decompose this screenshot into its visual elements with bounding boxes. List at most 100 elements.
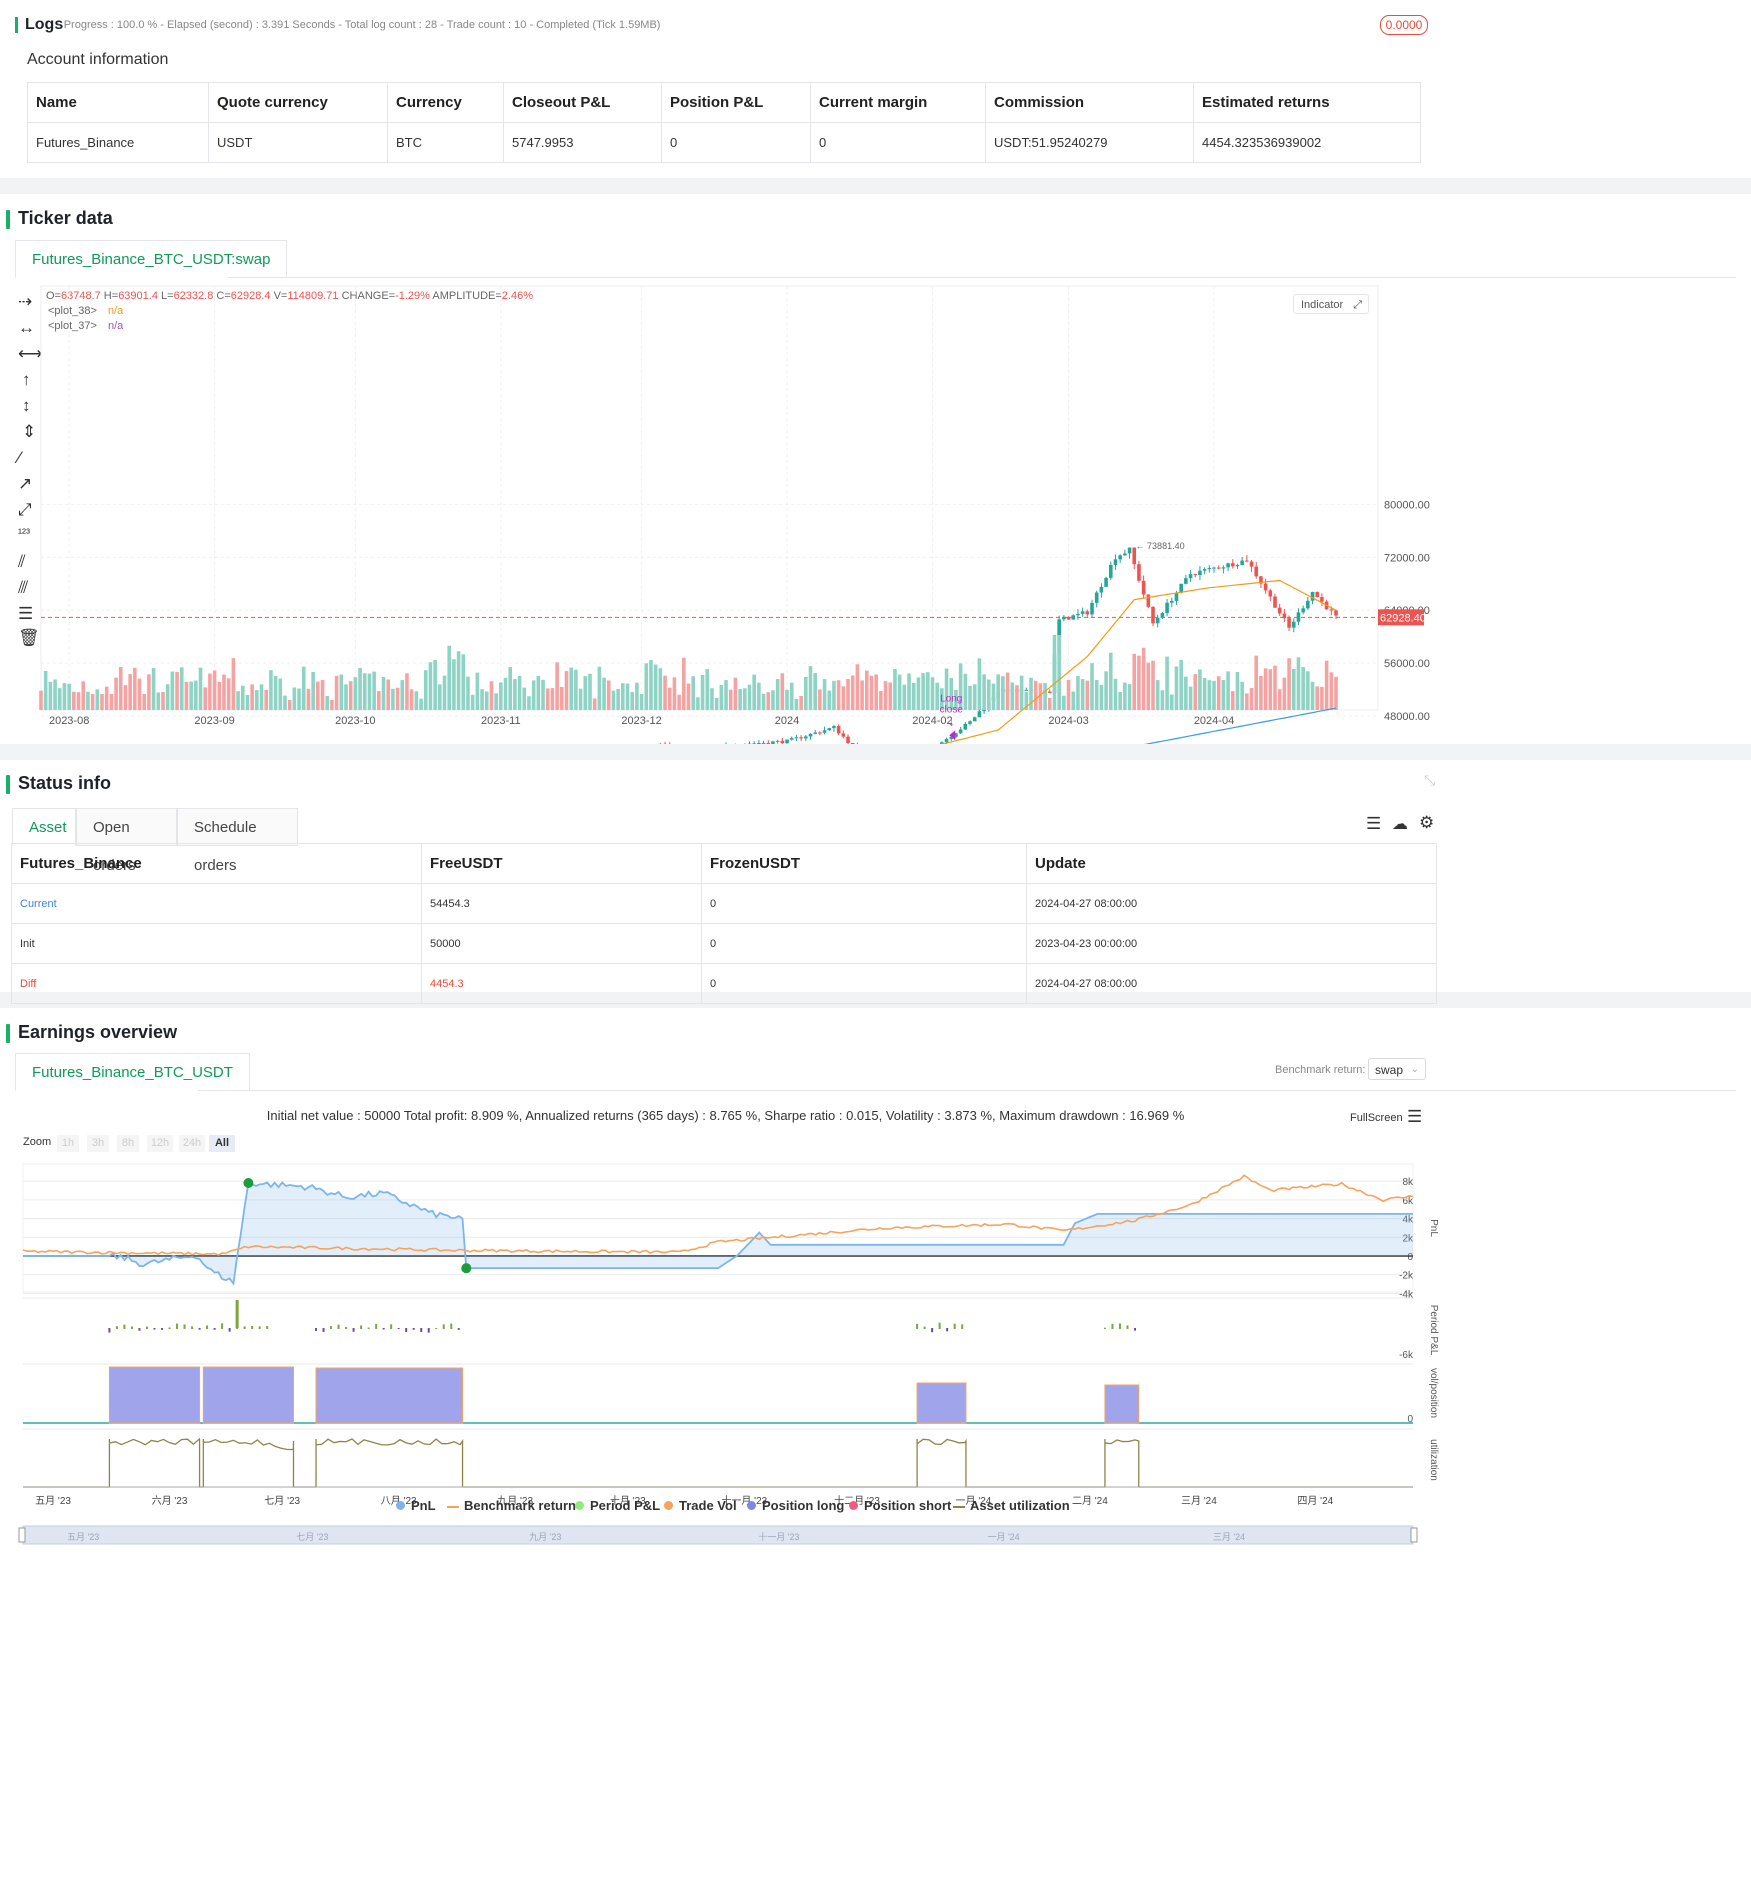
candle-body <box>982 708 986 712</box>
cloud-download-icon[interactable]: ☁ <box>1392 816 1408 833</box>
legend-label: Asset utilization <box>970 1498 1070 1513</box>
legend-trade-vol[interactable]: Trade Vol <box>664 1498 737 1513</box>
ma-short-line <box>940 579 1337 744</box>
volume-bar <box>250 684 254 710</box>
legend-position-short[interactable]: Position short <box>849 1498 951 1513</box>
volume-bar <box>203 687 208 710</box>
volume-bar <box>1062 695 1066 710</box>
volume-bar <box>297 688 301 710</box>
legend-pnl[interactable]: PnL <box>396 1498 436 1513</box>
parallel-channel-icon[interactable]: ⫽ <box>18 552 26 571</box>
lines-icon[interactable]: ☰ <box>18 604 34 623</box>
volume-bar <box>705 669 710 710</box>
volume-bar <box>644 663 649 710</box>
period-pnl-bar <box>360 1325 363 1329</box>
volume-bar <box>175 672 179 710</box>
volume-bar <box>386 679 391 710</box>
candle-body <box>789 738 794 740</box>
y-tick-label: -6k <box>1399 1350 1414 1361</box>
utilization-line <box>23 1437 1413 1488</box>
candle-body <box>1132 547 1137 565</box>
vertical-line-icon[interactable]: ↕ <box>22 396 31 415</box>
tab-asset[interactable]: Asset <box>12 808 76 846</box>
period-pnl-bar <box>228 1328 231 1332</box>
legend-asset-utilization[interactable]: Asset utilization <box>953 1498 1070 1513</box>
candle-body <box>794 737 799 739</box>
account-header: Currency <box>387 82 504 123</box>
extended-line-icon[interactable]: ⤢ <box>18 500 32 519</box>
volume-bar <box>212 670 217 710</box>
horizontal-segment-icon[interactable]: ⟷ <box>18 344 43 363</box>
vertical-segment-icon[interactable]: ⇕ <box>22 422 37 441</box>
candle-body <box>1329 609 1334 611</box>
fib-icon[interactable]: ⫻ <box>18 578 29 597</box>
status-cell: 0 <box>701 963 1027 1004</box>
volume-bar <box>81 681 86 710</box>
ohlc-key: CHANGE= <box>338 290 396 302</box>
volume-bar <box>377 691 381 710</box>
zoom-24h-button[interactable]: 24h <box>179 1135 205 1152</box>
plot37-label: <plot_37> <box>48 320 97 332</box>
horizontal-line-icon[interactable]: ↔ <box>18 318 35 337</box>
candle-body <box>1118 555 1122 560</box>
indicator-button[interactable]: Indicator ⤢ <box>1293 294 1369 314</box>
period-pnl-bar <box>243 1326 246 1329</box>
price-label-icon[interactable]: ¹²³ <box>18 526 30 540</box>
account-cell: 0 <box>661 122 811 163</box>
zoom-3h-button[interactable]: 3h <box>87 1135 109 1152</box>
vertical-ray-icon[interactable]: ↑ <box>22 370 31 389</box>
ray-line-icon[interactable]: ↗ <box>18 474 33 493</box>
volume-bar <box>1263 668 1268 710</box>
volume-bar <box>578 688 583 710</box>
period-pnl-bar <box>168 1327 171 1329</box>
volume-bar <box>592 698 597 710</box>
volume-bar <box>1193 674 1198 710</box>
volume-bar <box>879 690 883 710</box>
volume-bar <box>452 659 456 710</box>
gear-icon[interactable]: ⚙ <box>1419 813 1435 832</box>
legend-period-pnl[interactable]: Period P&L <box>575 1498 660 1513</box>
period-pnl-bar <box>961 1324 964 1329</box>
volume-bar <box>76 692 81 710</box>
volume-bar <box>100 694 104 710</box>
exit-marker <box>949 730 956 741</box>
volume-bar <box>301 666 306 710</box>
legend-position-long[interactable]: Position long <box>747 1498 844 1513</box>
volume-bar <box>128 674 132 710</box>
volume-bar <box>231 658 236 710</box>
volume-bar <box>606 680 611 710</box>
period-pnl-bar <box>1103 1327 1106 1329</box>
candle-body <box>1310 591 1315 601</box>
period-pnl-bar <box>397 1328 400 1330</box>
utilization-axis-title: utilization <box>1428 1439 1439 1481</box>
high-price-label: ← 73881.40 <box>1136 541 1185 551</box>
trend-line-icon[interactable]: ⁄ <box>18 448 21 467</box>
zoom-all-button[interactable]: All <box>209 1135 235 1152</box>
legend-line-icon <box>447 1505 459 1508</box>
volume-bar <box>1094 679 1099 710</box>
indicator-label: Indicator <box>1301 299 1344 311</box>
ohlc-value: 63748.7 <box>60 290 101 302</box>
horizontal-ray-icon[interactable]: ⇢ <box>18 292 33 311</box>
volume-bar <box>236 691 240 710</box>
fullscreen-button[interactable]: FullScreen <box>1350 1112 1403 1124</box>
tab-schedule-orders[interactable]: Schedule orders <box>177 808 298 874</box>
list-icon[interactable]: ☰ <box>1366 814 1382 833</box>
volume-bar <box>1118 691 1122 710</box>
volume-bar <box>114 677 118 710</box>
menu-icon[interactable]: ☰ <box>1407 1107 1423 1126</box>
legend-benchmark[interactable]: Benchmark return <box>447 1498 576 1513</box>
candle-body <box>1291 621 1296 628</box>
volume-bar <box>264 689 269 710</box>
tab-open-orders[interactable]: Open orders <box>76 808 177 874</box>
volume-bar <box>925 672 930 710</box>
zoom-12h-button[interactable]: 12h <box>147 1135 173 1152</box>
status-header: FreeUSDT <box>421 843 702 884</box>
tab-ticker-symbol[interactable]: Futures_Binance_BTC_USDT:swap <box>15 240 288 278</box>
zoom-8h-button[interactable]: 8h <box>117 1135 139 1152</box>
tab-earnings-symbol[interactable]: Futures_Binance_BTC_USDT <box>15 1053 250 1091</box>
collapse-icon[interactable]: ⤡ <box>1424 772 1436 788</box>
zoom-1h-button[interactable]: 1h <box>57 1135 79 1152</box>
trash-icon[interactable]: 🗑 <box>18 628 40 647</box>
benchmark-select[interactable]: swap ⌄ <box>1368 1058 1426 1080</box>
